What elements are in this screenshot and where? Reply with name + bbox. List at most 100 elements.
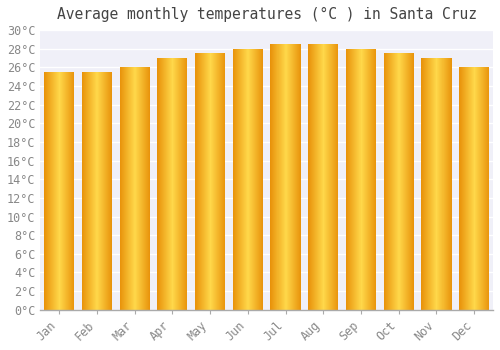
Bar bbox=[162, 58, 163, 310]
Bar bbox=[270, 44, 271, 310]
Bar bbox=[391, 54, 392, 310]
Bar bbox=[84, 72, 85, 310]
Bar bbox=[354, 49, 355, 310]
Bar bbox=[198, 54, 199, 310]
Bar bbox=[99, 72, 100, 310]
Bar bbox=[355, 49, 356, 310]
Bar bbox=[463, 67, 464, 310]
Bar bbox=[262, 49, 263, 310]
Bar bbox=[181, 58, 182, 310]
Bar bbox=[315, 44, 316, 310]
Bar bbox=[401, 54, 402, 310]
Bar bbox=[202, 54, 203, 310]
Bar bbox=[195, 54, 225, 310]
Bar bbox=[216, 54, 217, 310]
Bar bbox=[317, 44, 318, 310]
Bar bbox=[276, 44, 277, 310]
Bar bbox=[450, 58, 451, 310]
Bar bbox=[350, 49, 351, 310]
Bar bbox=[333, 44, 334, 310]
Bar bbox=[466, 67, 467, 310]
Bar bbox=[363, 49, 364, 310]
Bar bbox=[313, 44, 314, 310]
Bar bbox=[172, 58, 173, 310]
Bar bbox=[50, 72, 51, 310]
Bar bbox=[180, 58, 181, 310]
Bar bbox=[238, 49, 239, 310]
Bar bbox=[132, 67, 133, 310]
Bar bbox=[232, 49, 263, 310]
Bar bbox=[369, 49, 370, 310]
Bar bbox=[316, 44, 317, 310]
Bar bbox=[91, 72, 92, 310]
Bar bbox=[251, 49, 252, 310]
Bar bbox=[366, 49, 367, 310]
Bar bbox=[334, 44, 335, 310]
Bar bbox=[352, 49, 353, 310]
Bar bbox=[371, 49, 372, 310]
Bar bbox=[213, 54, 214, 310]
Bar bbox=[127, 67, 128, 310]
Bar bbox=[325, 44, 326, 310]
Bar bbox=[182, 58, 183, 310]
Bar bbox=[214, 54, 215, 310]
Bar bbox=[443, 58, 444, 310]
Bar bbox=[441, 58, 442, 310]
Bar bbox=[107, 72, 108, 310]
Bar bbox=[372, 49, 373, 310]
Bar bbox=[57, 72, 58, 310]
Bar bbox=[323, 44, 324, 310]
Bar bbox=[59, 72, 60, 310]
Bar bbox=[120, 67, 121, 310]
Bar bbox=[106, 72, 107, 310]
Bar bbox=[44, 72, 74, 310]
Bar bbox=[395, 54, 396, 310]
Bar bbox=[294, 44, 295, 310]
Bar bbox=[168, 58, 169, 310]
Bar bbox=[280, 44, 281, 310]
Bar bbox=[322, 44, 323, 310]
Bar bbox=[137, 67, 138, 310]
Bar bbox=[208, 54, 209, 310]
Bar bbox=[170, 58, 171, 310]
Bar bbox=[196, 54, 197, 310]
Bar bbox=[241, 49, 242, 310]
Bar bbox=[335, 44, 336, 310]
Bar bbox=[347, 49, 348, 310]
Bar bbox=[122, 67, 123, 310]
Bar bbox=[481, 67, 482, 310]
Bar bbox=[136, 67, 137, 310]
Bar bbox=[176, 58, 177, 310]
Bar bbox=[393, 54, 394, 310]
Bar bbox=[486, 67, 487, 310]
Bar bbox=[408, 54, 409, 310]
Bar bbox=[47, 72, 48, 310]
Bar bbox=[178, 58, 179, 310]
Bar bbox=[82, 72, 112, 310]
Bar bbox=[183, 58, 184, 310]
Bar bbox=[219, 54, 220, 310]
Bar bbox=[145, 67, 146, 310]
Bar bbox=[82, 72, 83, 310]
Bar bbox=[125, 67, 126, 310]
Bar bbox=[143, 67, 144, 310]
Bar bbox=[204, 54, 205, 310]
Bar bbox=[121, 67, 122, 310]
Bar bbox=[308, 44, 338, 310]
Bar bbox=[435, 58, 436, 310]
Bar bbox=[102, 72, 103, 310]
Bar bbox=[70, 72, 71, 310]
Bar bbox=[93, 72, 94, 310]
Bar bbox=[396, 54, 397, 310]
Bar bbox=[359, 49, 360, 310]
Bar bbox=[109, 72, 110, 310]
Bar bbox=[257, 49, 258, 310]
Bar bbox=[105, 72, 106, 310]
Bar bbox=[288, 44, 289, 310]
Bar bbox=[465, 67, 466, 310]
Bar bbox=[472, 67, 473, 310]
Bar bbox=[482, 67, 483, 310]
Bar bbox=[349, 49, 350, 310]
Bar bbox=[212, 54, 213, 310]
Bar bbox=[44, 72, 45, 310]
